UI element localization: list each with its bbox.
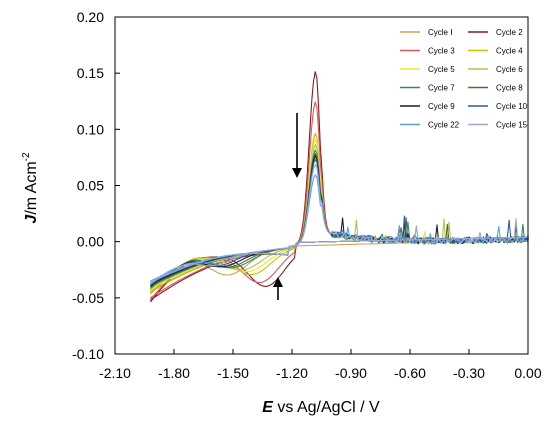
legend-entry: Cycle 2 [496, 28, 523, 37]
x-tick-label: -0.60 [394, 365, 426, 381]
y-tick-label: -0.05 [72, 290, 104, 306]
legend-entry: Cycle 8 [496, 84, 523, 93]
legend-entry: Cycle 10 [496, 102, 528, 111]
x-ticks: -2.10 -1.80 -1.50 -1.20 -0.90 -0.60 -0.30 0.00 [99, 349, 542, 381]
legend-entry: Cycle 6 [496, 65, 523, 74]
y-ticks: -0.10 -0.05 0.00 0.05 0.10 0.15 0.20 [72, 9, 120, 362]
series-line-12 [150, 164, 529, 285]
x-tick-label: -1.80 [158, 365, 190, 381]
y-tick-label: 0.00 [77, 234, 104, 250]
curves-layer [149, 71, 529, 303]
y-tick-label: 0.15 [77, 65, 104, 81]
x-axis-title: E vs Ag/AgCl / V [262, 399, 380, 416]
y-axis-title: J/m Acm-2 [21, 152, 40, 224]
up-arrow [273, 277, 283, 300]
y-tick-label: 0.10 [77, 121, 104, 137]
x-tick-label: -1.50 [217, 365, 249, 381]
x-tick-label: 0.00 [514, 365, 541, 381]
y-tick-label: -0.10 [72, 346, 104, 362]
legend: Cycle I Cycle 2 Cycle 3 Cycle 4 Cycle 5 Cycle… [400, 28, 528, 130]
legend-entry: Cycle 4 [496, 47, 523, 56]
down-arrow [292, 113, 302, 178]
y-tick-label: 0.05 [77, 178, 104, 194]
legend-entry: Cycle I [428, 28, 452, 37]
x-tick-label: -0.90 [335, 365, 367, 381]
legend-entry: Cycle 9 [428, 102, 455, 111]
legend-entry: Cycle 5 [428, 65, 455, 74]
legend-entry: Cycle 7 [428, 84, 455, 93]
legend-entry: Cycle 22 [428, 121, 460, 130]
y-tick-label: 0.20 [77, 9, 104, 25]
legend-entry: Cycle 3 [428, 47, 455, 56]
x-tick-label: -0.30 [453, 365, 485, 381]
x-tick-label: -2.10 [99, 365, 131, 381]
x-tick-label: -1.20 [276, 365, 308, 381]
legend-entry: Cycle 15 [496, 121, 528, 130]
